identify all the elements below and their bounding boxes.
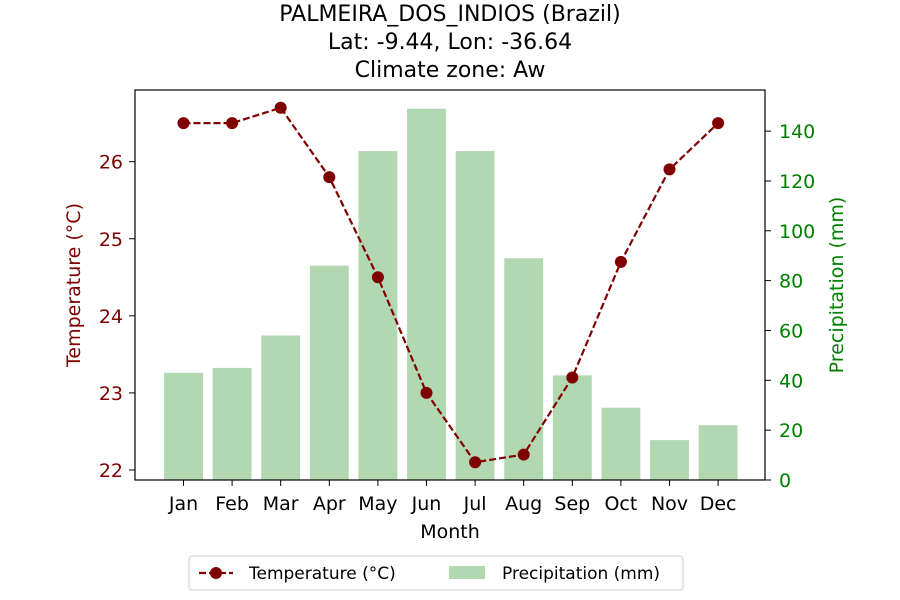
temperature-tick-label-23: 23 [99,383,123,405]
precipitation-tick-label-0: 0 [779,470,791,492]
temperature-point-oct [614,255,627,268]
precipitation-bar-apr [309,265,349,480]
precipitation-bar-may [358,151,398,480]
precipitation-bar-jun [407,108,446,480]
x-tick-label-nov: Nov [651,493,688,515]
temperature-point-may [371,271,384,284]
x-tick-label-dec: Dec [700,493,737,515]
precipitation-tick-label-140: 140 [779,121,815,143]
precipitation-bar-feb [212,367,252,480]
precipitation-bar-jan [164,372,203,480]
temperature-point-dec [712,117,725,130]
x-tick-label-feb: Feb [215,493,249,515]
precipitation-bar-jul [455,151,495,480]
precipitation-tick-label-60: 60 [779,320,803,342]
legend-temperature-marker [210,567,222,579]
temperature-tick-label-25: 25 [99,229,123,251]
precipitation-bar-mar [261,335,301,480]
temperature-tick-label-24: 24 [99,306,123,328]
temperature-point-jul [469,456,482,469]
chart-title-line-3: Climate zone: Aw [355,58,546,83]
chart-title-line-1: PALMEIRA_DOS_INDIOS (Brazil) [279,2,620,27]
precipitation-bar-dec [698,425,738,480]
temperature-axis-label: Temperature (°C) [63,203,85,368]
temperature-point-aug [517,448,530,461]
precipitation-bar-aug [504,258,544,480]
x-tick-label-jul: Jul [463,493,487,515]
x-tick-label-mar: Mar [263,493,299,515]
temperature-point-mar [274,101,287,114]
legend-precipitation-label: Precipitation (mm) [502,564,660,584]
x-axis-label: Month [420,521,480,543]
legend-frame [188,555,684,591]
precipitation-bars [164,108,738,480]
precipitation-bar-sep [552,375,592,480]
precipitation-bar-nov [650,440,689,480]
temperature-axis: 22 23 24 25 26 [99,152,135,482]
temperature-tick-label-22: 22 [99,460,123,482]
x-tick-label-may: May [358,493,397,515]
plot-frame [134,89,766,481]
temperature-point-sep [566,371,579,384]
precipitation-axis-label: Precipitation (mm) [826,197,848,374]
precipitation-tick-label-100: 100 [779,221,815,243]
precipitation-tick-label-20: 20 [779,420,803,442]
precipitation-tick-label-120: 120 [779,171,815,193]
temperature-series [177,101,725,469]
temperature-line [183,106,719,464]
precipitation-tick-label-40: 40 [779,370,803,392]
x-tick-label-jun: Jun [411,493,442,515]
precipitation-tick-label-80: 80 [779,271,803,293]
temperature-point-nov [663,163,676,176]
precipitation-axis: 0 20 40 60 80 100 120 140 [765,121,815,492]
x-tick-label-apr: Apr [313,493,346,515]
temperature-tick-label-26: 26 [99,152,123,174]
x-tick-label-jan: Jan [168,493,198,515]
legend-temperature-label: Temperature (°C) [248,564,396,584]
temperature-point-apr [323,171,336,184]
x-tick-label-aug: Aug [505,493,542,515]
chart-title-line-2: Lat: -9.44, Lon: -36.64 [328,30,572,55]
legend: Temperature (°C) Precipitation (mm) [188,555,684,591]
temperature-point-jan [177,117,190,130]
temperature-point-jun [420,386,433,399]
temperature-point-feb [226,117,239,130]
x-tick-label-oct: Oct [604,493,637,515]
legend-precipitation-swatch [449,566,485,579]
x-axis: Jan Feb Mar Apr May Jun Jul Aug Sep Oct Nov Dec [168,480,737,515]
precipitation-bar-oct [601,407,641,480]
x-tick-label-sep: Sep [554,493,590,515]
